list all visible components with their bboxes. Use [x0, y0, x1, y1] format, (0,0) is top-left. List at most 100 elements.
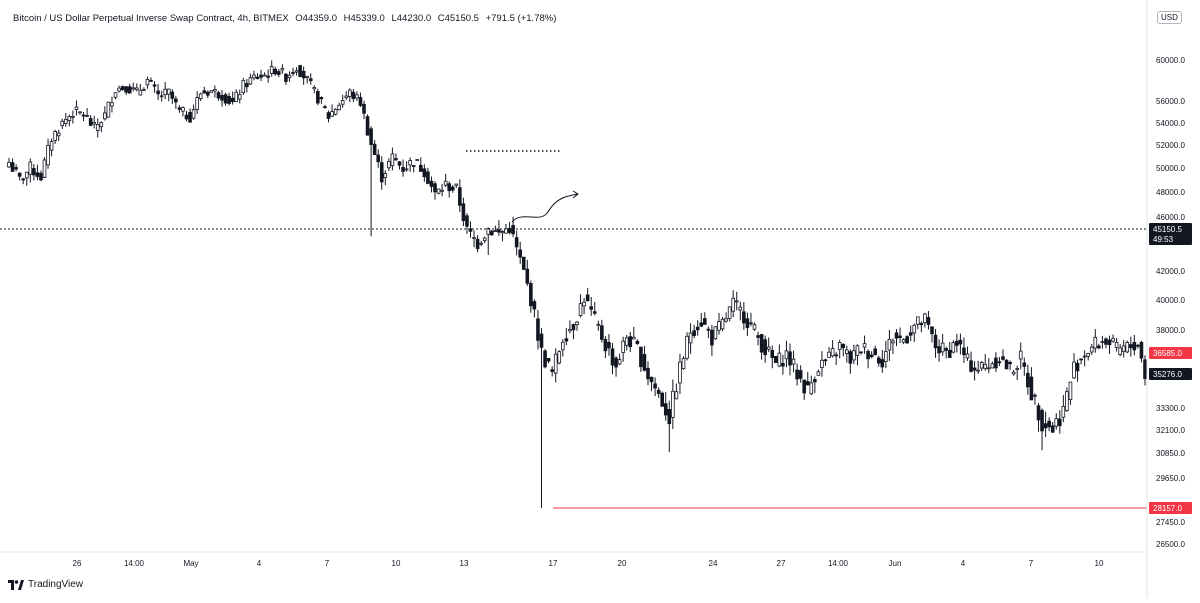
- price-tick-label: 26500.0: [1156, 540, 1185, 549]
- candle: [103, 106, 107, 121]
- time-tick-label: 4: [257, 559, 262, 568]
- candle: [220, 90, 224, 107]
- candle-body: [56, 132, 61, 137]
- candle-body: [521, 256, 526, 270]
- price-labels: 45150.549:53 36585.0 35276.0 28157.0: [1149, 223, 1192, 514]
- candle-body: [1072, 361, 1076, 379]
- candle-body: [656, 389, 661, 394]
- candle: [1089, 344, 1094, 355]
- candle-body: [1050, 425, 1055, 433]
- candle: [617, 353, 622, 366]
- candle-body: [639, 346, 643, 368]
- candle: [429, 176, 434, 193]
- candle: [766, 337, 771, 353]
- candle: [752, 322, 757, 331]
- candle-body: [269, 66, 274, 74]
- candle-body: [166, 88, 171, 95]
- candle: [852, 344, 856, 365]
- candle: [695, 320, 700, 336]
- candle: [450, 184, 455, 193]
- candle-body: [805, 381, 810, 386]
- candle-body: [1125, 342, 1130, 353]
- candle-body: [788, 351, 792, 366]
- time-tick-label: 7: [1029, 559, 1034, 568]
- candle: [632, 326, 636, 340]
- time-tick-label: 27: [777, 559, 786, 568]
- candle: [362, 100, 366, 120]
- candle-body: [486, 228, 491, 235]
- candle-body: [646, 367, 650, 380]
- candle: [774, 355, 778, 363]
- candle-body: [653, 383, 657, 389]
- candle-body: [919, 323, 924, 326]
- candle: [930, 326, 934, 343]
- candle-body: [1114, 342, 1119, 348]
- candle-body: [280, 68, 285, 71]
- candle: [1033, 393, 1037, 405]
- candle-body: [571, 324, 576, 331]
- candle: [759, 333, 764, 360]
- candle: [408, 157, 412, 172]
- candle: [855, 344, 860, 366]
- candle-body: [450, 186, 455, 191]
- candle-body: [784, 350, 789, 360]
- candle: [514, 230, 519, 256]
- candle: [17, 172, 22, 181]
- candle: [546, 357, 551, 364]
- currency-button[interactable]: USD: [1157, 11, 1182, 24]
- candle-body: [323, 106, 327, 109]
- candle-body: [923, 313, 927, 324]
- candle-body: [823, 359, 828, 362]
- candle: [344, 91, 349, 101]
- candle-body: [1139, 341, 1144, 359]
- candle: [443, 173, 448, 188]
- candle: [422, 164, 427, 182]
- time-axis: 26 14:00 May 4 7 10 13 17 20 24 27 14:00 Jun 4 7 10: [73, 559, 1104, 568]
- price-change: +791.5 (+1.78%): [485, 13, 557, 24]
- candle-body: [500, 231, 505, 234]
- candle: [163, 82, 168, 100]
- candle-body: [1015, 368, 1019, 370]
- candle-body: [312, 87, 317, 90]
- candle-body: [809, 382, 814, 395]
- candle: [7, 157, 11, 168]
- candle-body: [926, 317, 931, 325]
- candle: [323, 104, 327, 109]
- candle: [550, 366, 554, 377]
- candle: [191, 104, 196, 120]
- candle-body: [876, 357, 881, 364]
- tradingview-logo[interactable]: TradingView: [8, 579, 83, 590]
- candle-body: [543, 350, 547, 368]
- candle: [397, 161, 402, 170]
- candle-body: [610, 348, 615, 366]
- candle: [426, 167, 430, 185]
- candle-body: [990, 363, 995, 369]
- candle: [131, 82, 136, 92]
- candle-body: [979, 362, 984, 369]
- candle: [81, 112, 86, 122]
- price-tick-label: 46000.0: [1156, 213, 1185, 222]
- candle-body: [561, 341, 565, 351]
- candle: [500, 230, 505, 242]
- candle: [326, 110, 331, 123]
- candle: [979, 360, 984, 371]
- candle-body: [74, 106, 79, 111]
- candle: [347, 88, 352, 103]
- candle-body: [415, 159, 420, 161]
- time-tick-label: Jun: [889, 559, 902, 568]
- price-tick-label: 60000.0: [1156, 56, 1185, 65]
- candle: [575, 320, 579, 331]
- candle-body: [1143, 359, 1147, 380]
- ohlc-close: C45150.5: [437, 13, 479, 24]
- candle: [32, 164, 36, 181]
- candle-body: [1054, 418, 1059, 427]
- candle-body: [482, 237, 487, 241]
- candle-body: [355, 94, 359, 99]
- candle-body: [752, 324, 757, 330]
- candle-body: [1029, 376, 1034, 401]
- candle: [149, 77, 153, 82]
- candle: [134, 83, 139, 92]
- candle-body: [539, 333, 544, 348]
